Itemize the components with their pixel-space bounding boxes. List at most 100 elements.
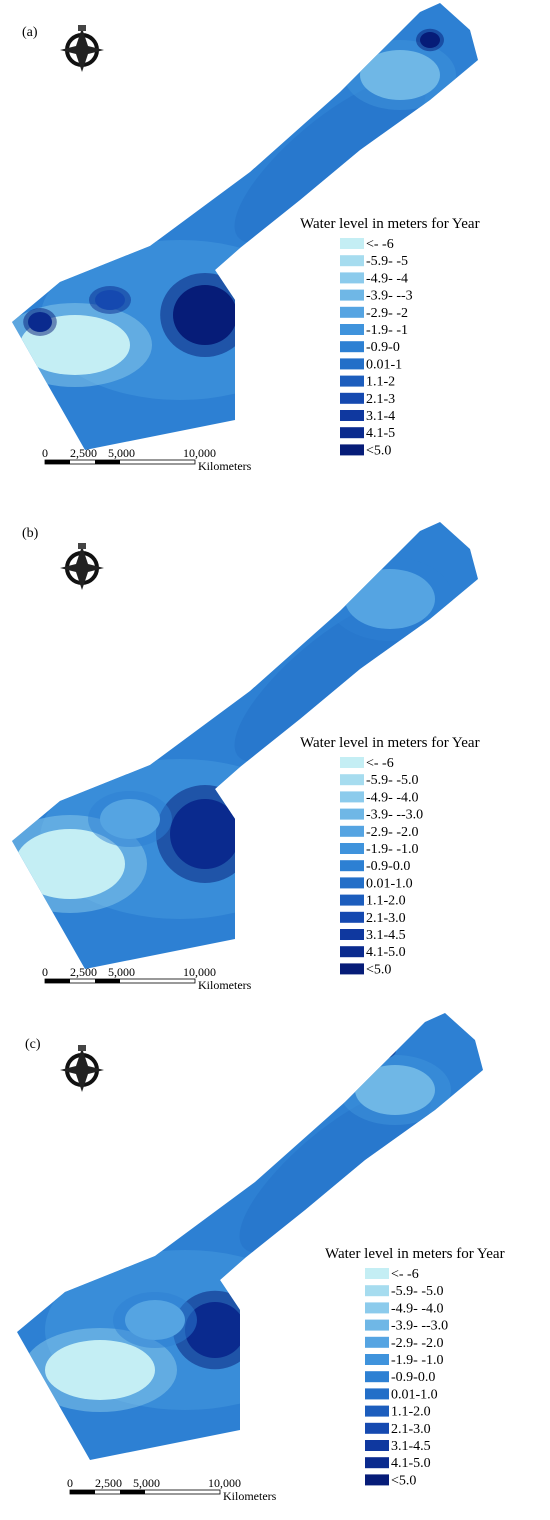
map-panel: (a)Water level in meters for Year<- -6-5… bbox=[0, 3, 480, 473]
legend-label: -1.9- -1 bbox=[366, 323, 408, 338]
legend-swatch bbox=[365, 1406, 389, 1417]
scale-label: 2,500 bbox=[70, 446, 97, 460]
panel-label: (c) bbox=[25, 1037, 41, 1052]
legend-label: <- -6 bbox=[366, 237, 394, 252]
legend-swatch bbox=[340, 341, 364, 352]
legend-label: <5.0 bbox=[391, 1473, 416, 1488]
legend-swatch bbox=[365, 1474, 389, 1485]
legend-title: Water level in meters for Year bbox=[325, 1246, 505, 1262]
legend-title: Water level in meters for Year bbox=[300, 735, 480, 751]
scale-seg bbox=[120, 1490, 145, 1494]
zone bbox=[170, 799, 240, 869]
zone bbox=[374, 1042, 396, 1059]
legend-label: 3.1-4.5 bbox=[391, 1439, 431, 1454]
scale-label: 10,000 bbox=[208, 1476, 241, 1490]
legend-label: <- -6 bbox=[366, 756, 394, 771]
legend-swatch bbox=[340, 238, 364, 249]
legend-label: -2.9- -2 bbox=[366, 306, 408, 321]
legend-label: 3.1-4 bbox=[366, 409, 395, 424]
legend-swatch bbox=[365, 1302, 389, 1313]
panel-label: (b) bbox=[22, 526, 39, 541]
legend-label: -0.9-0 bbox=[366, 340, 400, 355]
legend-swatch bbox=[365, 1440, 389, 1451]
legend-swatch bbox=[365, 1388, 389, 1399]
legend-swatch bbox=[340, 290, 364, 301]
legend-swatch bbox=[340, 444, 364, 455]
legend-swatch bbox=[340, 757, 364, 768]
zone bbox=[125, 1300, 185, 1340]
north-arrow bbox=[60, 1045, 104, 1092]
legend-label: <5.0 bbox=[366, 962, 391, 977]
legend-swatch bbox=[340, 860, 364, 871]
legend-swatch bbox=[340, 255, 364, 266]
legend-label: 3.1-4.5 bbox=[366, 928, 406, 943]
zone bbox=[173, 285, 237, 345]
legend-swatch bbox=[340, 376, 364, 387]
scale-label: 5,000 bbox=[133, 1476, 160, 1490]
legend-swatch bbox=[365, 1354, 389, 1365]
legend-swatch bbox=[340, 963, 364, 974]
scale-unit: Kilometers bbox=[198, 978, 252, 992]
zone bbox=[100, 799, 160, 839]
legend-swatch bbox=[365, 1423, 389, 1434]
zone bbox=[355, 1065, 435, 1115]
scale-seg bbox=[45, 460, 70, 464]
legend-label: <- -6 bbox=[391, 1267, 419, 1282]
page: {"panels": [ {"label": "(a)", "legend_ti… bbox=[0, 0, 550, 1515]
legend-label: -0.9-0.0 bbox=[391, 1370, 435, 1385]
legend-label: 4.1-5.0 bbox=[366, 945, 406, 960]
scale-label: 0 bbox=[42, 965, 48, 979]
legend-swatch bbox=[340, 826, 364, 837]
legend-label: 2.1-3.0 bbox=[391, 1422, 431, 1437]
compass-star bbox=[60, 546, 104, 590]
legend-label: 1.1-2.0 bbox=[366, 894, 406, 909]
legend-label: -5.9- -5 bbox=[366, 254, 408, 269]
legend-label: 0.01-1.0 bbox=[366, 876, 413, 891]
legend-swatch bbox=[340, 410, 364, 421]
compass-n bbox=[78, 543, 86, 549]
legend-swatch bbox=[340, 324, 364, 335]
legend-swatch bbox=[340, 809, 364, 820]
legend-label: 0.01-1.0 bbox=[391, 1387, 438, 1402]
legend-label: -3.9- --3.0 bbox=[391, 1319, 448, 1334]
zone bbox=[360, 50, 440, 100]
legend-label: 1.1-2.0 bbox=[391, 1405, 431, 1420]
scale-label: 10,000 bbox=[183, 965, 216, 979]
legend-swatch bbox=[340, 929, 364, 940]
zone bbox=[377, 1044, 393, 1056]
legend-label: -5.9- -5.0 bbox=[366, 773, 419, 788]
legend-swatch bbox=[340, 427, 364, 438]
legend-label: 2.1-3 bbox=[366, 392, 395, 407]
legend-swatch bbox=[365, 1337, 389, 1348]
scale-label: 2,500 bbox=[70, 965, 97, 979]
panel-label: (a) bbox=[22, 25, 38, 40]
legend-label: <5.0 bbox=[366, 443, 391, 458]
legend-label: -3.9- --3.0 bbox=[366, 808, 423, 823]
legend-swatch bbox=[340, 895, 364, 906]
legend-label: 2.1-3.0 bbox=[366, 911, 406, 926]
legend-label: -3.9- --3 bbox=[366, 289, 413, 304]
scale-label: 0 bbox=[42, 446, 48, 460]
compass-star bbox=[60, 28, 104, 72]
scale-label: 5,000 bbox=[108, 965, 135, 979]
scale-seg bbox=[45, 979, 70, 983]
scale-seg bbox=[95, 979, 120, 983]
scale-label: 5,000 bbox=[108, 446, 135, 460]
scale-label: 10,000 bbox=[183, 446, 216, 460]
scale-label: 0 bbox=[67, 1476, 73, 1490]
legend-swatch bbox=[340, 358, 364, 369]
compass-star bbox=[60, 1048, 104, 1092]
legend-label: -1.9- -1.0 bbox=[391, 1353, 444, 1368]
legend-swatch bbox=[340, 307, 364, 318]
scale-seg bbox=[70, 1490, 95, 1494]
scale-seg bbox=[95, 460, 120, 464]
legend-label: 4.1-5 bbox=[366, 426, 395, 441]
scale-unit: Kilometers bbox=[223, 1489, 277, 1503]
north-arrow bbox=[60, 25, 104, 72]
legend-swatch bbox=[340, 791, 364, 802]
legend-swatch bbox=[340, 912, 364, 923]
legend-label: 1.1-2 bbox=[366, 375, 395, 390]
legend-label: -2.9- -2.0 bbox=[366, 825, 419, 840]
legend-swatch bbox=[365, 1285, 389, 1296]
legend-label: -4.9- -4 bbox=[366, 271, 408, 286]
